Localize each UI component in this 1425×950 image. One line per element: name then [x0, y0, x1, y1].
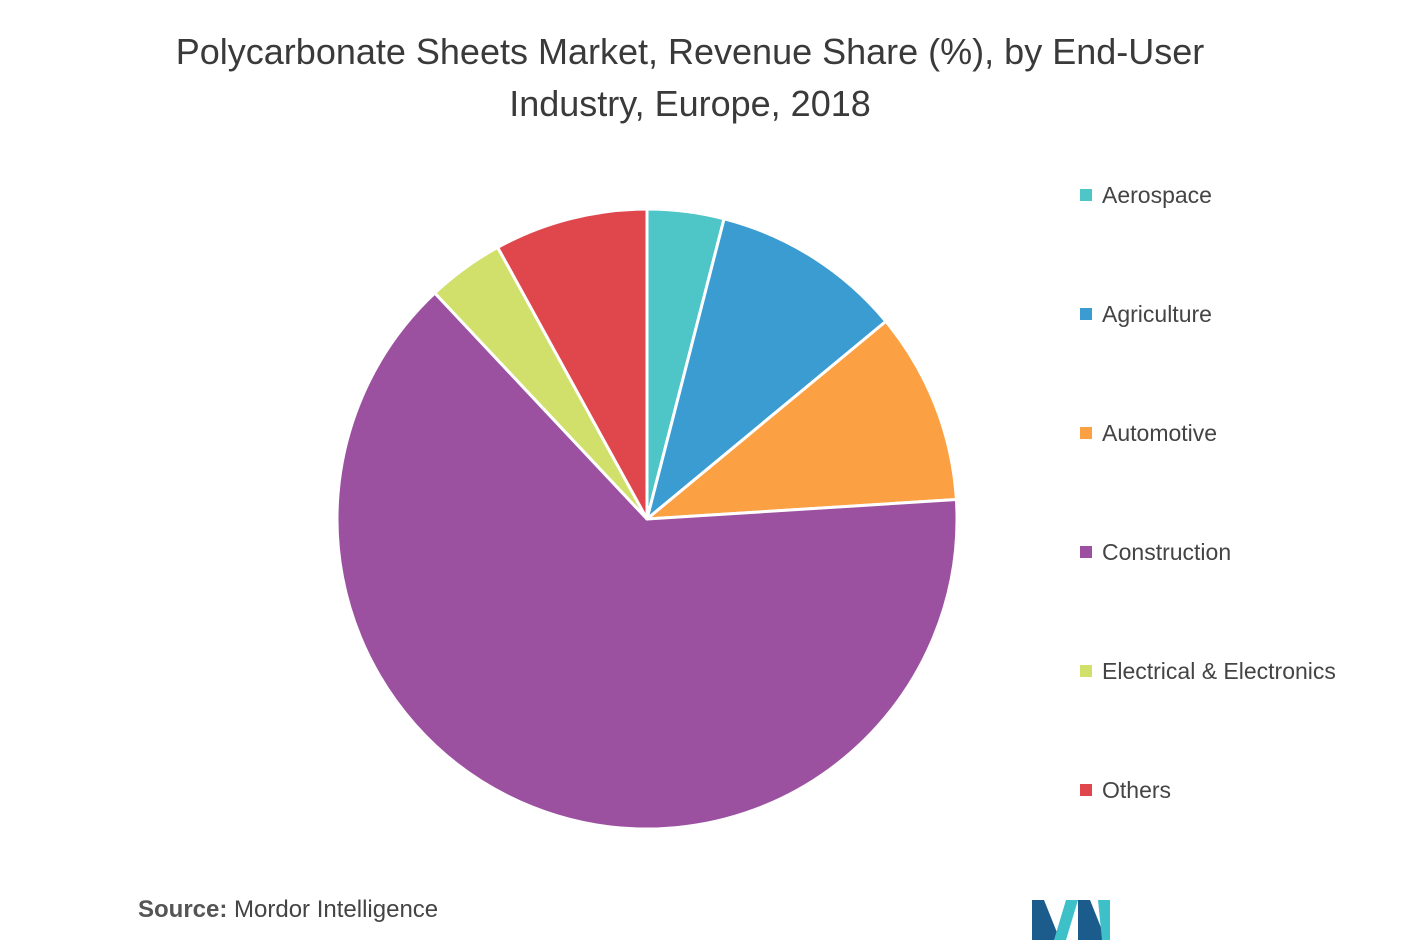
chart-title-line-2: Industry, Europe, 2018: [509, 83, 871, 124]
source-name: Mordor Intelligence: [234, 896, 439, 923]
legend-swatch: [1080, 189, 1092, 201]
legend-swatch: [1080, 665, 1092, 677]
legend-swatch: [1080, 427, 1092, 439]
logo-right-stroke: [1078, 900, 1106, 940]
legend-item: Construction: [1080, 532, 1231, 572]
legend-item: Electrical & Electronics: [1080, 651, 1336, 691]
legend-item: Agriculture: [1080, 294, 1212, 334]
legend-item: Aerospace: [1080, 175, 1212, 215]
pie-slice-automotive: [645, 319, 958, 521]
chart-title: Polycarbonate Sheets Market, Revenue Sha…: [90, 26, 1290, 130]
legend-label: Agriculture: [1102, 300, 1212, 327]
pie-slice-construction: [335, 291, 959, 831]
pie-slice-others: [496, 207, 649, 521]
pie-slice-agriculture: [645, 217, 888, 521]
mordor-intelligence-logo: [1032, 900, 1110, 940]
legend-label: Automotive: [1102, 419, 1218, 446]
legend-label: Others: [1102, 776, 1172, 803]
source-note: Source: Mordor Intelligence: [138, 896, 438, 924]
chart-title-line-1: Polycarbonate Sheets Market, Revenue Sha…: [175, 31, 1205, 72]
legend-swatch: [1080, 784, 1092, 796]
legend-label: Construction: [1102, 538, 1232, 565]
logo-right-bar: [1098, 900, 1110, 940]
legend-swatch: [1080, 308, 1092, 320]
legend-item: Automotive: [1080, 413, 1217, 453]
legend-item: Others: [1080, 770, 1171, 810]
logo-middle-stroke: [1054, 900, 1078, 940]
legend-swatch: [1080, 546, 1092, 558]
source-prefix: Source:: [138, 896, 228, 923]
legend-label: Aerospace: [1102, 181, 1212, 208]
legend-label: Electrical & Electronics: [1102, 657, 1336, 684]
logo-left-stroke: [1032, 900, 1060, 940]
